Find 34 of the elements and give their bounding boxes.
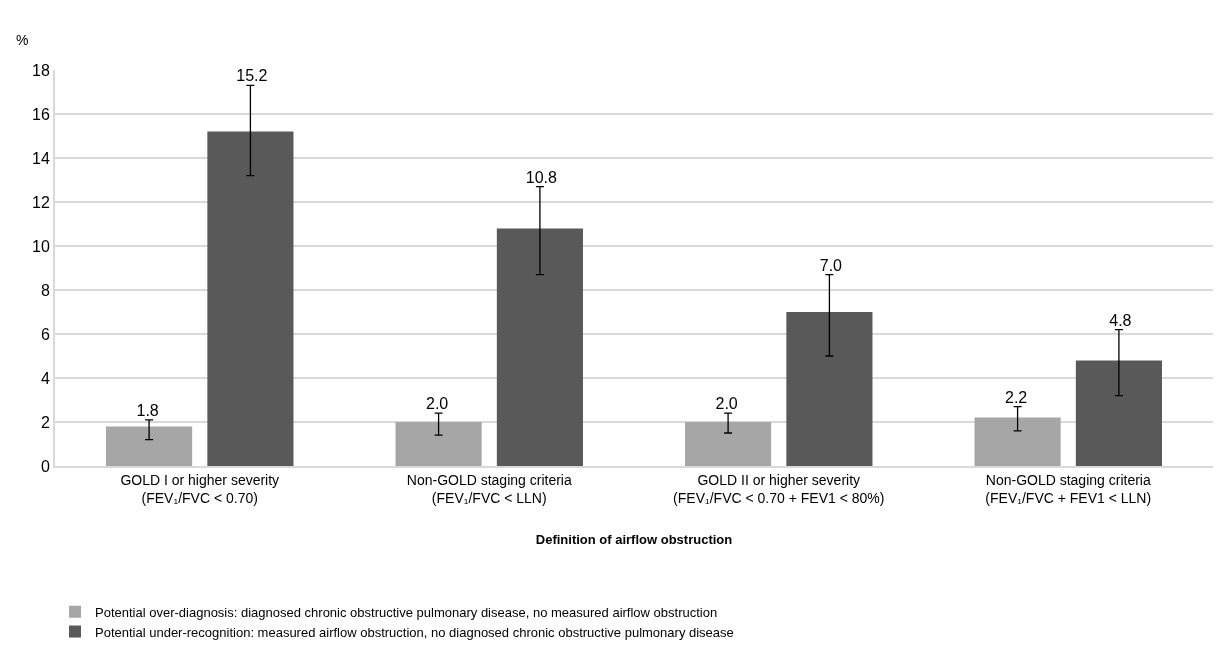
legend-label: Potential over-diagnosis: diagnosed chronic obstructive pulmonary disease, no measured airflow obstruction: [95, 604, 718, 620]
data-label: 1.8: [136, 401, 159, 419]
x-tick-label: Non-GOLD staging criteria (FEV₁/FVC + FEV1 < LLN): [985, 471, 1152, 506]
x-tick-label: GOLD I or higher severity (FEV₁/FVC < 0.70): [120, 471, 280, 506]
data-label: 7.0: [819, 256, 843, 274]
data-label: 2.0: [426, 395, 449, 413]
bar: [207, 131, 294, 466]
data-label: 4.8: [1109, 311, 1132, 329]
bar: [496, 228, 583, 466]
data-label: 2.2: [1005, 388, 1028, 406]
bar: [786, 312, 873, 466]
x-tick-label: Non-GOLD staging criteria (FEV₁/FVC < LLN): [406, 471, 572, 506]
legend-label: Potential under-recognition: measured airflow obstruction, no diagnosed chronic obstructive pulmonary disease: [95, 624, 734, 640]
y-tick-label: 2: [40, 413, 50, 431]
y-tick-label: 16: [32, 105, 50, 123]
data-label: 2.0: [715, 395, 738, 413]
x-axis-title: Definition of airflow obstruction: [535, 532, 733, 548]
data-label: 10.8: [525, 168, 558, 186]
y-tick-label: 0: [40, 457, 50, 475]
data-label: 15.2: [236, 67, 268, 85]
y-tick-label: 4: [40, 369, 50, 387]
y-tick-label: 18: [32, 61, 50, 79]
y-axis-title: %: [16, 32, 29, 48]
y-tick-label: 14: [32, 149, 50, 167]
y-tick-label: 12: [32, 193, 50, 211]
y-tick-label: 6: [40, 325, 50, 343]
bar: [1075, 360, 1162, 466]
bar: [106, 426, 193, 466]
bar: [974, 417, 1061, 466]
y-tick-label: 10: [32, 237, 50, 255]
y-tick-label: 8: [40, 281, 50, 299]
bar: [685, 422, 772, 466]
x-tick-label: GOLD II or higher severity (FEV₁/FVC < 0.70 + FEV1 < 80%): [673, 471, 885, 506]
bar: [395, 422, 482, 466]
